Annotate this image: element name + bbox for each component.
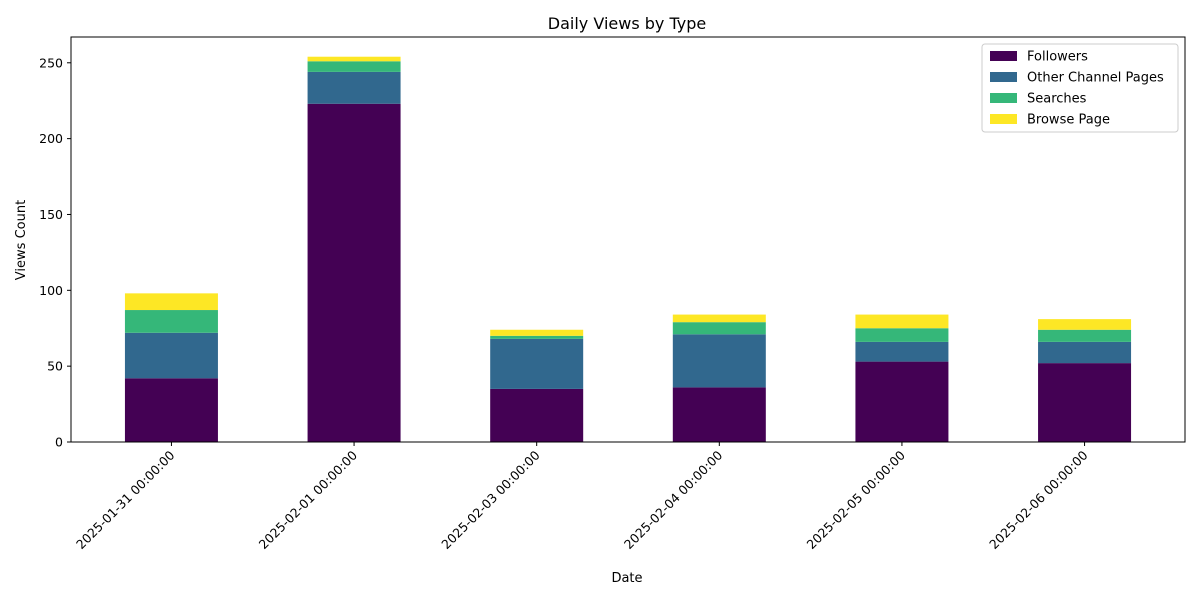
bar-segment-searches-5	[1038, 329, 1132, 342]
x-tick-label: 2025-02-03 00:00:00	[438, 447, 543, 552]
chart-title: Daily Views by Type	[548, 14, 706, 33]
legend-label-searches: Searches	[1027, 92, 1087, 107]
bar-segment-browse-page-1	[307, 56, 401, 62]
legend: Followers Other Channel Pages Searches Brow…	[981, 43, 1179, 133]
legend-label-browse-page: Browse Page	[1027, 113, 1110, 128]
bar-segment-followers-4	[855, 361, 949, 442]
y-tick-label: 0	[55, 435, 63, 450]
x-tick-label: 2025-02-04 00:00:00	[621, 447, 726, 552]
legend-label-followers: Followers	[1027, 50, 1088, 65]
bar-segment-other-channel-pages-1	[307, 71, 401, 104]
y-tick-label: 100	[39, 283, 63, 298]
bar-segment-browse-page-4	[855, 314, 949, 329]
x-tick-label: 2025-01-31 00:00:00	[73, 447, 178, 552]
x-tick-label: 2025-02-01 00:00:00	[256, 447, 361, 552]
bar-segment-followers-5	[1038, 363, 1132, 442]
legend-label-other-channel-pages: Other Channel Pages	[1027, 71, 1164, 86]
bar-segment-searches-2	[490, 335, 584, 339]
legend-box	[981, 43, 1179, 133]
bar-segment-other-channel-pages-2	[490, 338, 584, 389]
y-tick-label: 250	[39, 55, 63, 70]
legend-swatch-searches	[990, 93, 1017, 103]
bar-segment-other-channel-pages-3	[672, 334, 766, 388]
y-axis: 0 50 100 150 200 250	[39, 55, 71, 450]
bar-segment-other-channel-pages-5	[1038, 341, 1132, 364]
y-axis-title: Views Count	[14, 200, 29, 280]
bar-segment-browse-page-0	[124, 293, 218, 311]
y-tick-label: 50	[47, 359, 63, 374]
legend-swatch-followers	[990, 51, 1017, 61]
bar-segment-followers-3	[672, 387, 766, 442]
x-tick-label: 2025-02-05 00:00:00	[804, 447, 909, 552]
y-tick-label: 200	[39, 131, 63, 146]
bar-segment-browse-page-3	[672, 314, 766, 323]
x-axis: 2025-01-31 00:00:00 2025-02-01 00:00:00 20…	[73, 442, 1091, 552]
bar-segment-other-channel-pages-0	[124, 332, 218, 379]
x-axis-title: Date	[611, 571, 642, 586]
bar-segment-other-channel-pages-4	[855, 341, 949, 362]
legend-swatch-browse-page	[990, 114, 1017, 124]
bar-segment-searches-1	[307, 61, 401, 72]
legend-swatch-other-channel-pages	[990, 72, 1017, 82]
bar-segment-searches-3	[672, 322, 766, 335]
bar-segment-searches-0	[124, 310, 218, 333]
bar-segment-searches-4	[855, 328, 949, 342]
bar-segment-followers-2	[490, 388, 584, 442]
y-tick-label: 150	[39, 207, 63, 222]
bar-segment-browse-page-2	[490, 329, 584, 336]
plot-area	[124, 56, 1132, 443]
plot-frame	[70, 36, 1186, 443]
bar-segment-followers-1	[307, 103, 401, 443]
bar-segment-followers-0	[124, 378, 218, 442]
bar-segment-browse-page-5	[1038, 319, 1132, 330]
x-tick-label: 2025-02-06 00:00:00	[986, 447, 1091, 552]
